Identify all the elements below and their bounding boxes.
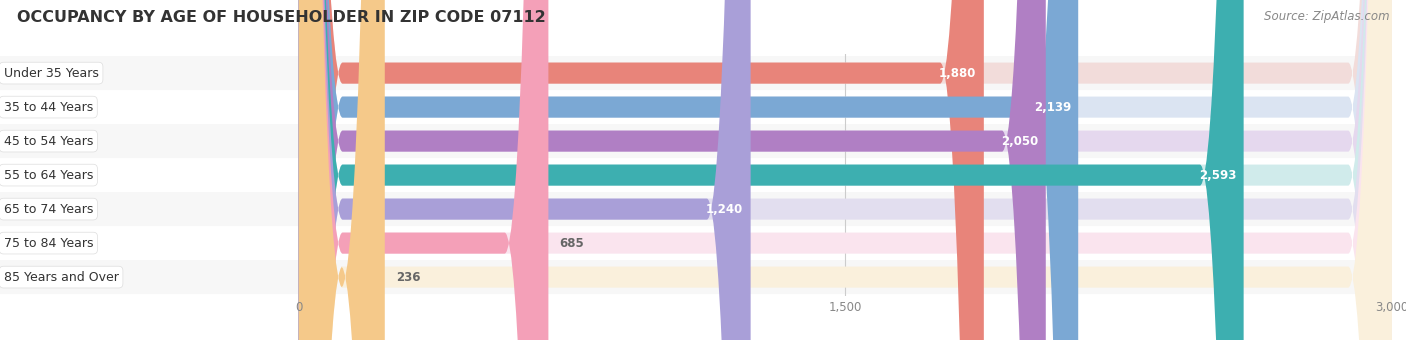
- FancyBboxPatch shape: [299, 0, 984, 340]
- Text: 55 to 64 Years: 55 to 64 Years: [4, 169, 93, 182]
- FancyBboxPatch shape: [0, 192, 1392, 226]
- Text: Under 35 Years: Under 35 Years: [4, 67, 98, 80]
- Text: 1,240: 1,240: [706, 203, 744, 216]
- Text: 236: 236: [395, 271, 420, 284]
- Text: 2,139: 2,139: [1033, 101, 1071, 114]
- FancyBboxPatch shape: [299, 0, 1078, 340]
- FancyBboxPatch shape: [299, 0, 1244, 340]
- FancyBboxPatch shape: [299, 0, 1392, 340]
- FancyBboxPatch shape: [299, 0, 548, 340]
- FancyBboxPatch shape: [0, 90, 1392, 124]
- FancyBboxPatch shape: [299, 0, 1392, 340]
- FancyBboxPatch shape: [0, 124, 1392, 158]
- Text: 75 to 84 Years: 75 to 84 Years: [4, 237, 93, 250]
- Text: 45 to 54 Years: 45 to 54 Years: [4, 135, 93, 148]
- FancyBboxPatch shape: [0, 260, 1392, 294]
- Text: 65 to 74 Years: 65 to 74 Years: [4, 203, 93, 216]
- Text: Source: ZipAtlas.com: Source: ZipAtlas.com: [1264, 10, 1389, 23]
- FancyBboxPatch shape: [299, 0, 1392, 340]
- Text: 685: 685: [560, 237, 583, 250]
- FancyBboxPatch shape: [0, 158, 1392, 192]
- Text: OCCUPANCY BY AGE OF HOUSEHOLDER IN ZIP CODE 07112: OCCUPANCY BY AGE OF HOUSEHOLDER IN ZIP C…: [17, 10, 546, 25]
- FancyBboxPatch shape: [299, 0, 1046, 340]
- FancyBboxPatch shape: [299, 0, 385, 340]
- FancyBboxPatch shape: [0, 56, 1392, 90]
- FancyBboxPatch shape: [0, 226, 1392, 260]
- Text: 2,593: 2,593: [1199, 169, 1236, 182]
- FancyBboxPatch shape: [299, 0, 1392, 340]
- Text: 1,880: 1,880: [939, 67, 977, 80]
- FancyBboxPatch shape: [299, 0, 1392, 340]
- Text: 2,050: 2,050: [1001, 135, 1039, 148]
- FancyBboxPatch shape: [299, 0, 1392, 340]
- FancyBboxPatch shape: [299, 0, 1392, 340]
- Text: 35 to 44 Years: 35 to 44 Years: [4, 101, 93, 114]
- FancyBboxPatch shape: [299, 0, 751, 340]
- Text: 85 Years and Over: 85 Years and Over: [4, 271, 118, 284]
